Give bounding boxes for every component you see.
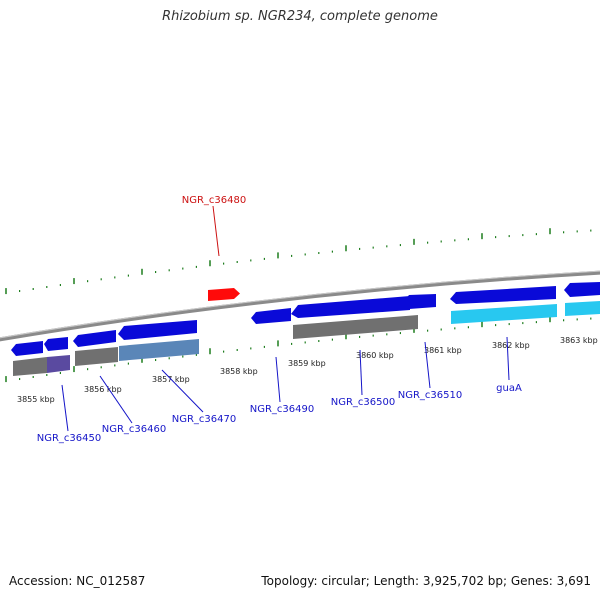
- cds-bar[interactable]: [75, 347, 118, 366]
- cds-bar[interactable]: [47, 355, 70, 373]
- genome-backbone: [0, 270, 600, 342]
- upper-tick-ring: [5, 228, 592, 295]
- scale-label: 3860 kbp: [356, 351, 394, 360]
- gene-label-ngr-c36480[interactable]: NGR_c36480: [182, 195, 247, 206]
- gene-label-ngr-c36470[interactable]: NGR_c36470: [172, 414, 237, 425]
- gene-arrow[interactable]: [450, 286, 556, 304]
- leader-line: [359, 349, 363, 396]
- leader-line: [99, 375, 133, 424]
- gene-track: [11, 282, 600, 356]
- gene-labels: NGR_c36450 NGR_c36460 NGR_c36470 NGR_c36…: [37, 383, 522, 444]
- leader-line: [506, 336, 510, 381]
- scale-label: 3861 kbp: [424, 346, 462, 355]
- gene-arrow[interactable]: [118, 320, 197, 340]
- genome-summary-text: Topology: circular; Length: 3,925,702 bp…: [261, 574, 591, 588]
- cds-bar[interactable]: [565, 301, 600, 316]
- gene-arrow-ngr-c36480[interactable]: [208, 288, 240, 301]
- genome-backbone-highlight: [0, 270, 600, 339]
- gene-arrow[interactable]: [44, 337, 68, 351]
- cds-track: [13, 301, 600, 376]
- leader-line: [424, 341, 431, 389]
- gene-label-ngr-c36450[interactable]: NGR_c36450: [37, 433, 102, 444]
- leader-line: [275, 356, 281, 403]
- scale-label: 3859 kbp: [288, 359, 326, 368]
- scale-label: 3858 kbp: [220, 367, 258, 376]
- scale-label: 3863 kbp: [560, 336, 598, 345]
- gene-arrow[interactable]: [564, 282, 600, 297]
- leader-line: [161, 369, 204, 413]
- cds-bar[interactable]: [451, 304, 557, 324]
- cds-bar[interactable]: [13, 357, 47, 376]
- gene-label-ngr-c36460[interactable]: NGR_c36460: [102, 424, 167, 435]
- gene-arrow[interactable]: [404, 294, 436, 309]
- gene-leader-lines: [61, 336, 510, 432]
- gene-arrow[interactable]: [11, 341, 43, 356]
- lower-tick-ring: [5, 316, 592, 383]
- cds-bar[interactable]: [119, 339, 199, 361]
- leader-line-ngr-c36480: [212, 205, 220, 257]
- scale-label: 3856 kbp: [84, 385, 122, 394]
- gene-label-ngr-c36490[interactable]: NGR_c36490: [250, 404, 315, 415]
- leader-line: [61, 384, 69, 432]
- gene-arrow[interactable]: [251, 308, 291, 324]
- page-title: Rhizobium sp. NGR234, complete genome: [162, 9, 438, 24]
- scale-label: 3855 kbp: [17, 395, 55, 404]
- gene-arrow[interactable]: [73, 330, 116, 347]
- gene-label-ngr-c36500[interactable]: NGR_c36500: [331, 397, 396, 408]
- cds-bar[interactable]: [293, 315, 418, 339]
- accession-text: Accession: NC_012587: [9, 574, 146, 588]
- gene-label-ngr-c36510[interactable]: NGR_c36510: [398, 390, 463, 401]
- scale-label: 3862 kbp: [492, 341, 530, 350]
- gene-arrow[interactable]: [291, 296, 410, 318]
- gene-label-guaa[interactable]: guaA: [496, 383, 522, 394]
